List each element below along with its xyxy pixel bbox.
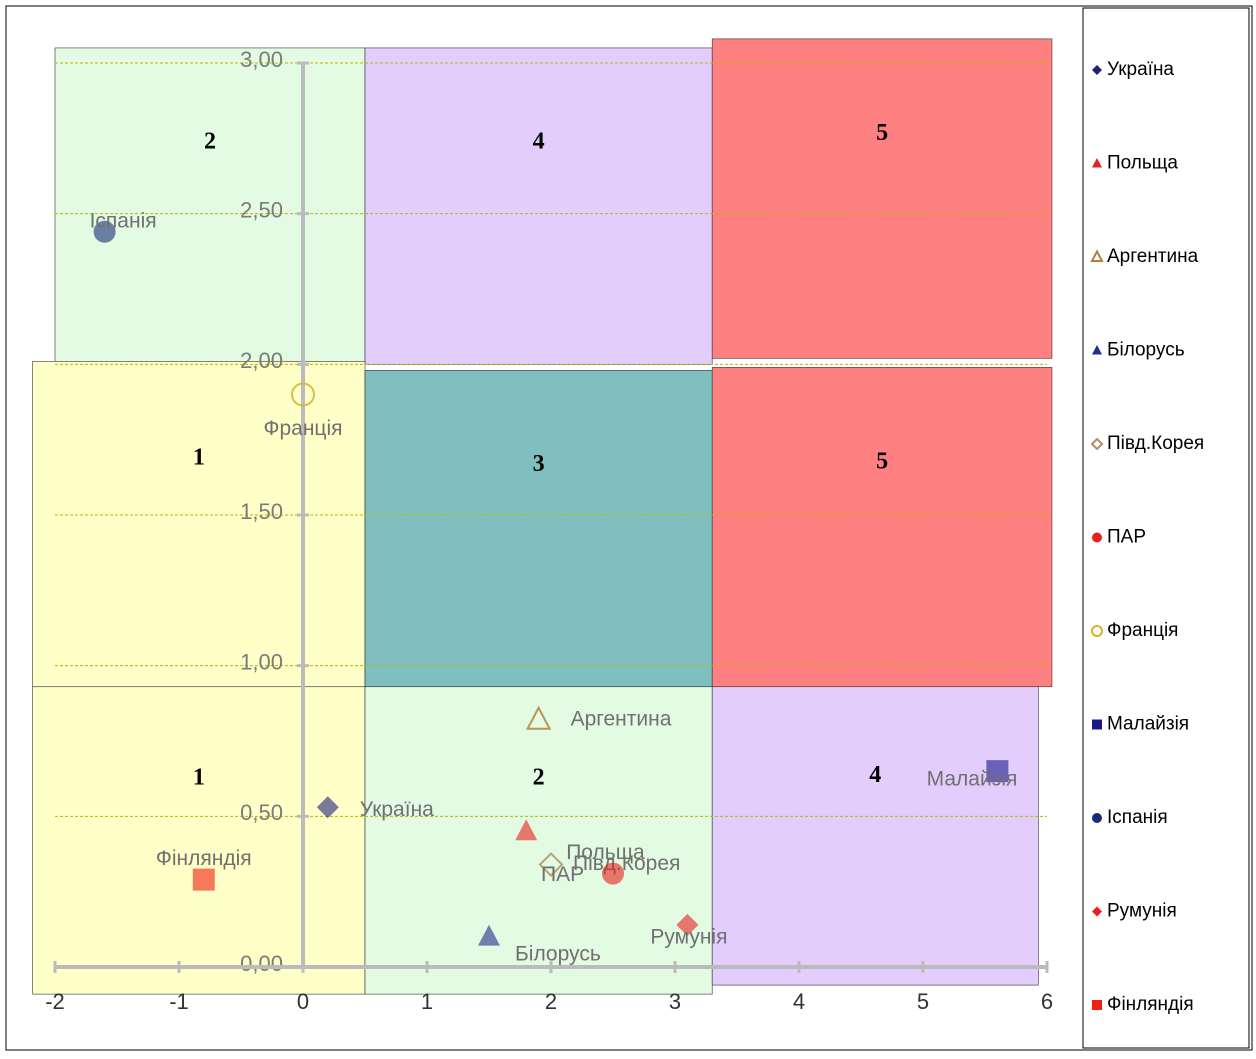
point-label: Франція	[264, 417, 343, 440]
x-tick-label: 2	[545, 989, 557, 1014]
point	[316, 796, 339, 819]
y-tick-label: 0,50	[240, 800, 283, 825]
point	[986, 760, 1009, 783]
zone	[32, 686, 366, 995]
legend-label: Аргентина	[1107, 246, 1199, 267]
legend-label: ПАР	[1107, 527, 1146, 548]
point-label: Білорусь	[515, 942, 601, 965]
legend-marker	[1090, 249, 1104, 262]
legend-label: Іспанія	[1107, 807, 1168, 828]
point-label: Україна	[360, 798, 434, 821]
y-tick-label: 2,50	[240, 197, 283, 222]
legend-marker	[1092, 813, 1102, 823]
legend-label: Малайзія	[1107, 714, 1189, 735]
zone	[54, 47, 366, 365]
x-tick-label: 6	[1041, 989, 1053, 1014]
zone-label: 5	[876, 120, 888, 146]
zone-label: 2	[533, 764, 545, 790]
legend-marker	[1092, 532, 1102, 543]
x-tick-label: 4	[793, 989, 805, 1014]
point-label: Аргентина	[571, 707, 672, 730]
zone	[711, 38, 1053, 359]
point	[602, 862, 624, 885]
legend-marker	[1090, 437, 1104, 451]
point	[192, 868, 215, 891]
legend-label: Півд.Корея	[1107, 433, 1204, 454]
x-tick-label: 3	[669, 989, 681, 1014]
legend-box	[1082, 7, 1250, 1049]
point	[515, 819, 538, 841]
point-label: Румунія	[650, 925, 727, 948]
x-tick-label: 1	[421, 989, 433, 1014]
legend-label: Франція	[1107, 620, 1178, 641]
legend-label: Україна	[1107, 59, 1174, 80]
x-tick-label: 5	[917, 989, 929, 1014]
point-label: Півд.Корея	[573, 852, 680, 875]
point	[525, 705, 552, 730]
zone	[364, 370, 713, 688]
legend-marker	[1092, 719, 1102, 730]
zone	[364, 686, 713, 995]
x-tick-label: -2	[45, 989, 65, 1014]
legend-marker	[1092, 906, 1102, 917]
point	[291, 382, 315, 407]
y-tick-label: 0,00	[240, 951, 283, 976]
point-label: Польща	[566, 841, 645, 864]
zone	[711, 686, 1039, 986]
y-tick-label: 1,00	[240, 649, 283, 674]
x-tick-label: -1	[169, 989, 189, 1014]
y-tick-label: 3,00	[240, 47, 283, 72]
point	[676, 913, 699, 936]
legend-label: Польща	[1107, 153, 1178, 174]
zone-label: 4	[869, 762, 881, 788]
x-tick-label: 0	[297, 989, 309, 1014]
legend-marker	[1091, 625, 1103, 637]
y-tick-label: 2,00	[240, 348, 283, 373]
zone-label: 3	[533, 451, 545, 477]
zone-label: 1	[193, 764, 205, 790]
point	[478, 924, 500, 946]
zone-label: 1	[193, 444, 205, 470]
legend-marker	[1092, 345, 1102, 355]
zone-label: 2	[204, 128, 216, 154]
y-tick-label: 1,50	[240, 499, 283, 524]
zone	[711, 367, 1053, 688]
zone-label: 4	[533, 128, 545, 154]
zone	[32, 361, 366, 688]
zone-label: 5	[876, 449, 888, 475]
point	[93, 220, 116, 243]
point-label: Малайзія	[927, 768, 1018, 791]
zone	[364, 47, 713, 365]
legend-marker	[1092, 65, 1102, 75]
legend-label: Фінляндія	[1107, 994, 1194, 1015]
point-label: Іспанія	[90, 209, 157, 232]
point-label: ПАР	[541, 863, 584, 886]
point	[538, 852, 564, 877]
legend-label: Білорусь	[1107, 340, 1185, 361]
legend-marker	[1092, 1000, 1102, 1010]
point-label: Фінляндія	[156, 847, 252, 870]
legend-marker	[1092, 158, 1102, 168]
legend-label: Румунія	[1107, 901, 1177, 922]
